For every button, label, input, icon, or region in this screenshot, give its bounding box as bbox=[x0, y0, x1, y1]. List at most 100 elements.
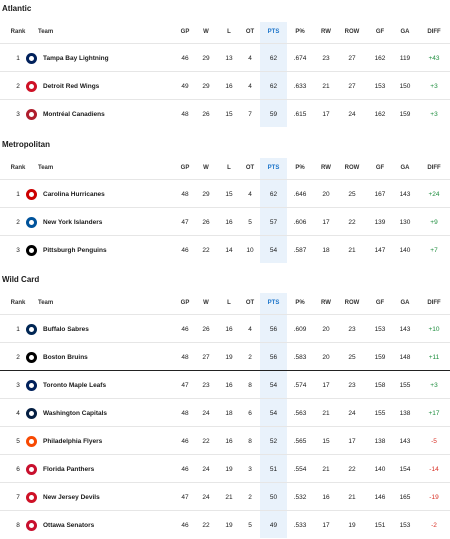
table-row[interactable]: 4 Washington Capitals 48 24 18 6 54 .563 21 24 155… bbox=[0, 398, 450, 427]
team-name[interactable]: Florida Panthers bbox=[43, 465, 95, 473]
column-header-l[interactable]: L bbox=[227, 300, 231, 306]
column-header-rank[interactable]: Rank bbox=[10, 29, 26, 35]
column-header-rw[interactable]: RW bbox=[321, 300, 331, 306]
team-name[interactable]: Philadelphia Flyers bbox=[43, 437, 103, 445]
column-header-row[interactable]: ROW bbox=[344, 29, 360, 35]
column-header-ga[interactable]: GA bbox=[400, 165, 410, 171]
team-name[interactable]: Tampa Bay Lightning bbox=[43, 54, 109, 62]
column-header-gf[interactable]: GF bbox=[375, 300, 385, 306]
column-header-gp[interactable]: GP bbox=[180, 29, 190, 35]
cell-w: 24 bbox=[202, 493, 210, 501]
column-header-w[interactable]: W bbox=[203, 29, 209, 35]
column-header-pts[interactable]: PTS bbox=[267, 300, 280, 306]
table-row[interactable]: 3 Montréal Canadiens 48 26 15 7 59 .615 17 24 162 1… bbox=[0, 99, 450, 128]
cell-pct: .554 bbox=[293, 465, 307, 473]
team-cell[interactable]: Buffalo Sabres bbox=[22, 315, 148, 343]
team-name[interactable]: New Jersey Devils bbox=[43, 493, 100, 501]
table-row[interactable]: 7 New Jersey Devils 47 24 21 2 50 .532 16 21 146 16… bbox=[0, 482, 450, 511]
cell-rw: 17 bbox=[322, 218, 330, 226]
team-name[interactable]: Ottawa Senators bbox=[43, 521, 95, 529]
column-header-team[interactable]: Team bbox=[38, 165, 54, 171]
column-header-ga[interactable]: GA bbox=[400, 29, 410, 35]
cell-gp: 46 bbox=[181, 437, 189, 445]
column-header-rank[interactable]: Rank bbox=[10, 165, 26, 171]
cell-ot: 4 bbox=[248, 82, 252, 90]
team-name[interactable]: Detroit Red Wings bbox=[43, 82, 100, 90]
column-header-pts[interactable]: PTS bbox=[267, 29, 280, 35]
team-name[interactable]: Pittsburgh Penguins bbox=[43, 246, 107, 254]
team-cell[interactable]: Ottawa Senators bbox=[22, 511, 148, 539]
table-row[interactable]: 8 Ottawa Senators 46 22 19 5 49 .533 17 19 151 153 -… bbox=[0, 510, 450, 539]
team-cell[interactable]: Pittsburgh Penguins bbox=[22, 236, 148, 264]
cell-rw: 17 bbox=[322, 381, 330, 389]
table-row[interactable]: 3 Toronto Maple Leafs 47 23 16 8 54 .574 17 23 158… bbox=[0, 370, 450, 399]
table-row[interactable]: 3 Pittsburgh Penguins 46 22 14 10 54 .587 18 21 14… bbox=[0, 235, 450, 264]
team-cell[interactable]: Montréal Canadiens bbox=[22, 100, 148, 128]
team-cell[interactable]: Philadelphia Flyers bbox=[22, 427, 148, 455]
team-cell[interactable]: Florida Panthers bbox=[22, 455, 148, 483]
column-header-row[interactable]: ROW bbox=[344, 165, 360, 171]
table-row[interactable]: 2 Detroit Red Wings 49 29 16 4 62 .633 21 27 153 15… bbox=[0, 71, 450, 100]
team-cell[interactable]: New York Islanders bbox=[22, 208, 148, 236]
column-header-diff[interactable]: DIFF bbox=[427, 300, 441, 306]
cell-diff: +3 bbox=[430, 82, 438, 90]
team-name[interactable]: Carolina Hurricanes bbox=[43, 190, 105, 198]
cell-ot: 2 bbox=[248, 353, 252, 361]
team-cell[interactable]: Tampa Bay Lightning bbox=[22, 44, 148, 72]
column-header-pct[interactable]: P% bbox=[295, 300, 305, 306]
column-header-w[interactable]: W bbox=[203, 165, 209, 171]
team-cell[interactable]: Washington Capitals bbox=[22, 399, 148, 427]
column-header-gp[interactable]: GP bbox=[180, 165, 190, 171]
column-header-l[interactable]: L bbox=[227, 165, 231, 171]
cell-rank: 2 bbox=[16, 82, 20, 90]
team-name[interactable]: Buffalo Sabres bbox=[43, 325, 89, 333]
cell-pct: .606 bbox=[293, 218, 307, 226]
table-row[interactable]: 1 Buffalo Sabres 46 26 16 4 56 .609 20 23 153 143 +1… bbox=[0, 314, 450, 343]
column-header-gf[interactable]: GF bbox=[375, 165, 385, 171]
column-header-w[interactable]: W bbox=[203, 300, 209, 306]
table-row[interactable]: 5 Philadelphia Flyers 46 22 16 8 52 .565 15 17 138… bbox=[0, 426, 450, 455]
cell-pts: 57 bbox=[269, 218, 278, 226]
column-header-team[interactable]: Team bbox=[38, 29, 54, 35]
pts-column-highlight bbox=[260, 158, 287, 263]
column-header-ot[interactable]: OT bbox=[245, 165, 255, 171]
column-header-l[interactable]: L bbox=[227, 29, 231, 35]
table-row[interactable]: 2 New York Islanders 47 26 16 5 57 .606 17 22 139 1… bbox=[0, 207, 450, 236]
team-name[interactable]: New York Islanders bbox=[43, 218, 103, 226]
team-cell[interactable]: Boston Bruins bbox=[22, 343, 148, 371]
column-header-rw[interactable]: RW bbox=[321, 165, 331, 171]
column-header-rank[interactable]: Rank bbox=[10, 300, 26, 306]
column-header-gp[interactable]: GP bbox=[180, 300, 190, 306]
cell-rw: 15 bbox=[322, 437, 330, 445]
column-header-rw[interactable]: RW bbox=[321, 29, 331, 35]
cell-pts: 62 bbox=[269, 54, 278, 62]
team-name[interactable]: Boston Bruins bbox=[43, 353, 88, 361]
team-name[interactable]: Toronto Maple Leafs bbox=[43, 381, 107, 389]
column-header-team[interactable]: Team bbox=[38, 300, 54, 306]
column-header-pts[interactable]: PTS bbox=[267, 165, 280, 171]
column-header-ga[interactable]: GA bbox=[400, 300, 410, 306]
team-cell[interactable]: Toronto Maple Leafs bbox=[22, 371, 148, 399]
column-header-ot[interactable]: OT bbox=[245, 300, 255, 306]
table-row[interactable]: 6 Florida Panthers 46 24 19 3 51 .554 21 22 140 154… bbox=[0, 454, 450, 483]
column-header-diff[interactable]: DIFF bbox=[427, 29, 441, 35]
table-row[interactable]: 1 Carolina Hurricanes 48 29 15 4 62 .646 20 25 167… bbox=[0, 179, 450, 208]
cell-gp: 47 bbox=[181, 218, 189, 226]
team-cell[interactable]: Detroit Red Wings bbox=[22, 72, 148, 100]
cell-gp: 46 bbox=[181, 521, 189, 529]
column-header-diff[interactable]: DIFF bbox=[427, 165, 441, 171]
cell-pct: .565 bbox=[293, 437, 307, 445]
column-header-pct[interactable]: P% bbox=[295, 29, 305, 35]
cell-diff: +7 bbox=[430, 246, 438, 254]
team-name[interactable]: Montréal Canadiens bbox=[43, 110, 105, 118]
team-cell[interactable]: Carolina Hurricanes bbox=[22, 180, 148, 208]
column-header-row[interactable]: ROW bbox=[344, 300, 360, 306]
team-name[interactable]: Washington Capitals bbox=[43, 409, 108, 417]
team-cell[interactable]: New Jersey Devils bbox=[22, 483, 148, 511]
table-row[interactable]: 2 Boston Bruins 48 27 19 2 56 .583 20 25 159 148 +11 bbox=[0, 342, 450, 371]
cell-ga: 148 bbox=[399, 353, 411, 361]
column-header-pct[interactable]: P% bbox=[295, 165, 305, 171]
table-row[interactable]: 1 Tampa Bay Lightning 46 29 13 4 62 .674 23 27 162… bbox=[0, 43, 450, 72]
column-header-gf[interactable]: GF bbox=[375, 29, 385, 35]
column-header-ot[interactable]: OT bbox=[245, 29, 255, 35]
